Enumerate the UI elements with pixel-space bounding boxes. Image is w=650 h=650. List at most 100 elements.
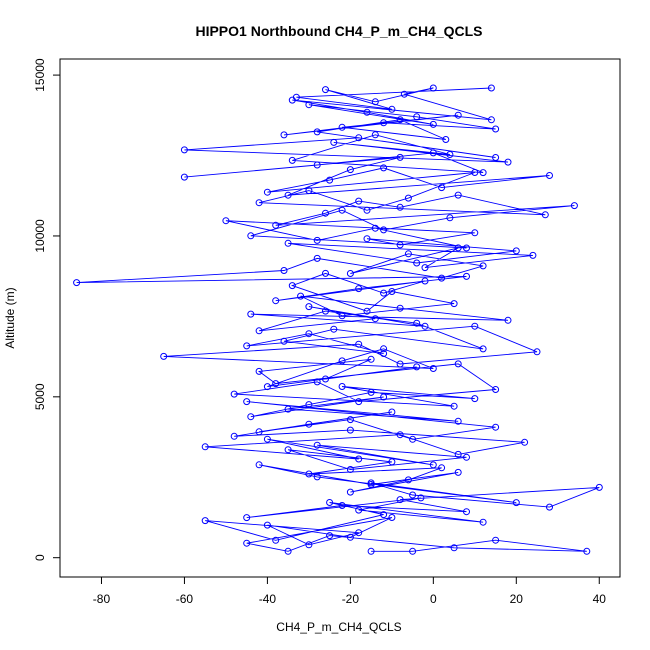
data-point	[73, 279, 81, 287]
data-point	[355, 455, 363, 463]
data-point	[380, 119, 388, 127]
data-point	[396, 360, 404, 368]
data-point	[272, 297, 280, 305]
data-point	[313, 161, 321, 169]
data-point	[346, 488, 354, 496]
data-point	[322, 269, 329, 277]
data-point	[429, 365, 437, 372]
data-point	[255, 327, 263, 335]
data-point	[305, 470, 313, 478]
data-point	[355, 197, 363, 205]
data-point	[230, 432, 238, 440]
data-point	[367, 547, 375, 555]
data-point	[346, 416, 354, 424]
data-point	[400, 90, 408, 98]
data-point	[479, 262, 487, 270]
data-point	[371, 131, 379, 139]
data-point	[305, 330, 313, 338]
series-line	[76, 87, 600, 552]
data-point	[409, 547, 417, 555]
data-point	[521, 438, 529, 446]
data-point	[346, 426, 354, 434]
data-point	[492, 386, 500, 393]
data-point	[180, 173, 188, 181]
data-point	[305, 101, 313, 109]
data-point	[396, 153, 404, 161]
data-point	[450, 402, 458, 410]
data-point	[454, 468, 462, 476]
data-point	[471, 169, 479, 176]
data-point	[471, 395, 479, 403]
data-point	[413, 363, 421, 371]
data-point	[413, 113, 421, 121]
data-point	[492, 423, 500, 431]
data-point	[446, 214, 454, 222]
data-point	[330, 138, 338, 146]
x-tick-label: -40	[259, 592, 277, 606]
x-tick-label: 40	[593, 592, 607, 606]
data-point	[396, 116, 404, 124]
data-point	[305, 187, 313, 195]
data-point	[322, 375, 329, 383]
y-tick-label: 0	[33, 554, 47, 561]
data-point	[380, 511, 388, 519]
data-point	[479, 169, 487, 177]
data-point	[255, 428, 263, 436]
data-point	[367, 355, 375, 363]
data-point	[388, 105, 396, 113]
data-point	[492, 536, 500, 544]
data-point	[487, 84, 495, 92]
data-point	[305, 541, 313, 549]
data-point	[243, 514, 251, 522]
data-point	[180, 146, 188, 154]
data-point	[330, 325, 338, 333]
data-point	[396, 203, 404, 211]
data-point	[305, 401, 313, 409]
data-point	[421, 322, 429, 330]
data-point	[450, 300, 458, 308]
data-point	[450, 544, 458, 552]
chart-title: HIPPO1 Northbound CH4_P_m_CH4_QCLS	[195, 23, 482, 39]
data-point	[583, 547, 591, 555]
data-point	[313, 473, 321, 481]
data-point	[284, 191, 292, 199]
data-point	[313, 236, 321, 244]
data-point	[417, 494, 425, 502]
data-point	[546, 172, 553, 179]
data-point	[346, 270, 354, 277]
data-point	[201, 443, 209, 451]
x-tick-label: -20	[342, 592, 360, 606]
data-point	[230, 390, 238, 398]
data-point	[380, 289, 388, 297]
data-point	[570, 202, 578, 210]
x-tick-label: 20	[510, 592, 524, 606]
data-point	[404, 250, 412, 258]
data-point	[396, 241, 404, 249]
x-axis: -80 -60 -40 -20 0 20 40	[93, 576, 607, 606]
data-point	[380, 393, 388, 401]
data-point	[313, 441, 321, 449]
y-axis-label: Altitude (m)	[3, 287, 17, 348]
data-point	[421, 277, 429, 285]
data-point	[322, 86, 329, 94]
data-point	[492, 154, 500, 161]
data-point	[326, 499, 334, 506]
data-point	[326, 176, 334, 184]
data-point	[355, 340, 363, 348]
data-point	[363, 235, 371, 243]
data-point	[380, 226, 388, 234]
data-point	[280, 267, 288, 274]
data-point	[595, 483, 603, 491]
data-point	[288, 282, 296, 290]
data-point	[380, 164, 388, 172]
data-point	[338, 123, 346, 131]
data-point	[255, 199, 263, 207]
data-point	[255, 367, 263, 375]
data-point	[263, 521, 271, 529]
data-point	[247, 310, 255, 318]
data-point	[371, 315, 379, 323]
data-point	[380, 350, 388, 357]
data-point	[504, 158, 512, 166]
data-point	[263, 435, 271, 443]
x-tick-label: -80	[93, 592, 111, 606]
